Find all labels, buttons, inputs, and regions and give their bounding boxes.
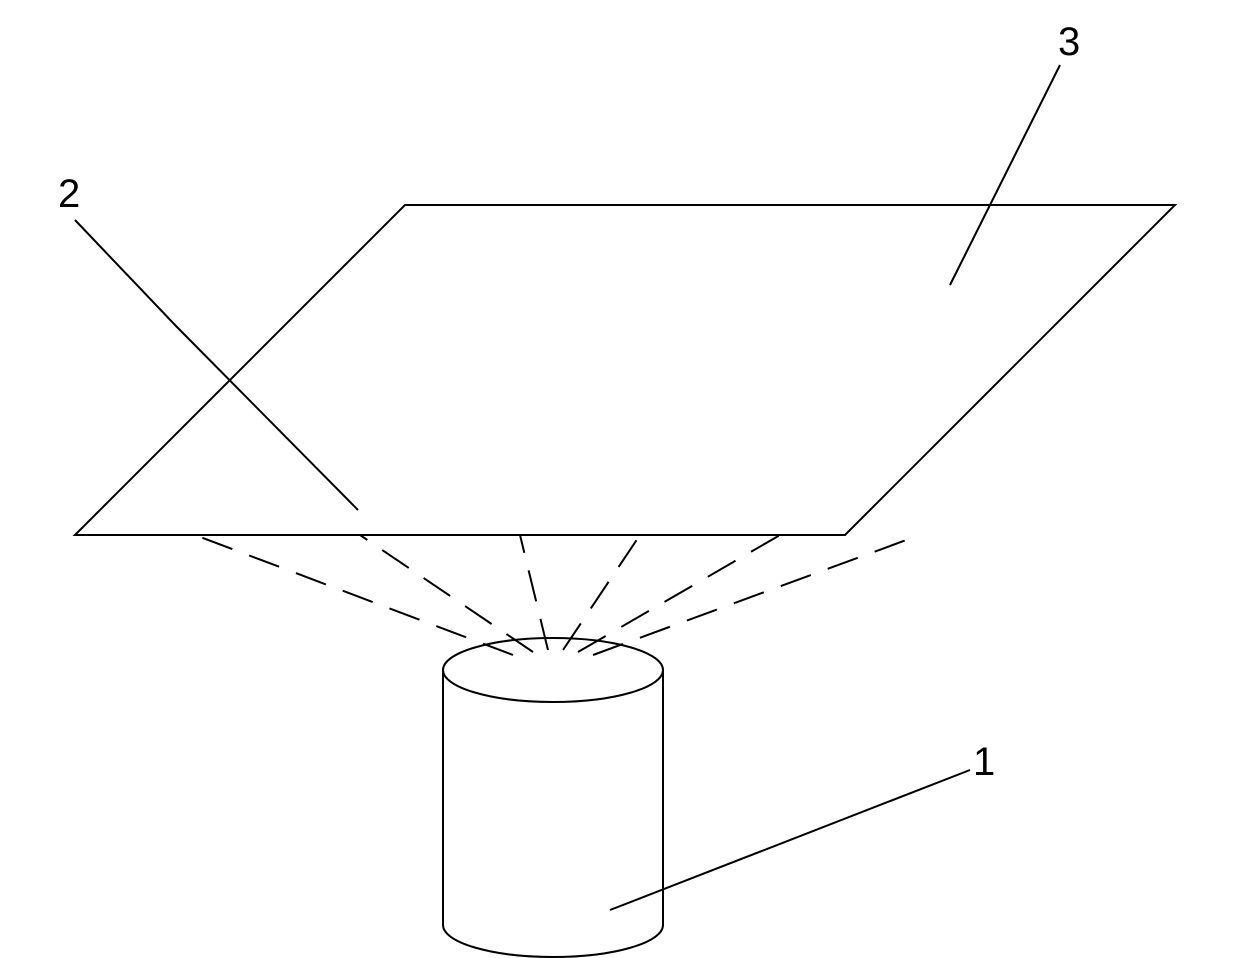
parallelogram-plane: [75, 205, 1175, 535]
leader-lines: [75, 65, 1060, 910]
leader-3: [950, 65, 1060, 285]
cylinder-body: [443, 638, 663, 957]
label-3: 3: [1058, 20, 1080, 65]
label-1: 1: [973, 740, 995, 785]
spray-lines: [195, 535, 920, 655]
leader-2: [75, 220, 358, 510]
label-2: 2: [58, 172, 80, 217]
technical-diagram: [0, 0, 1233, 958]
